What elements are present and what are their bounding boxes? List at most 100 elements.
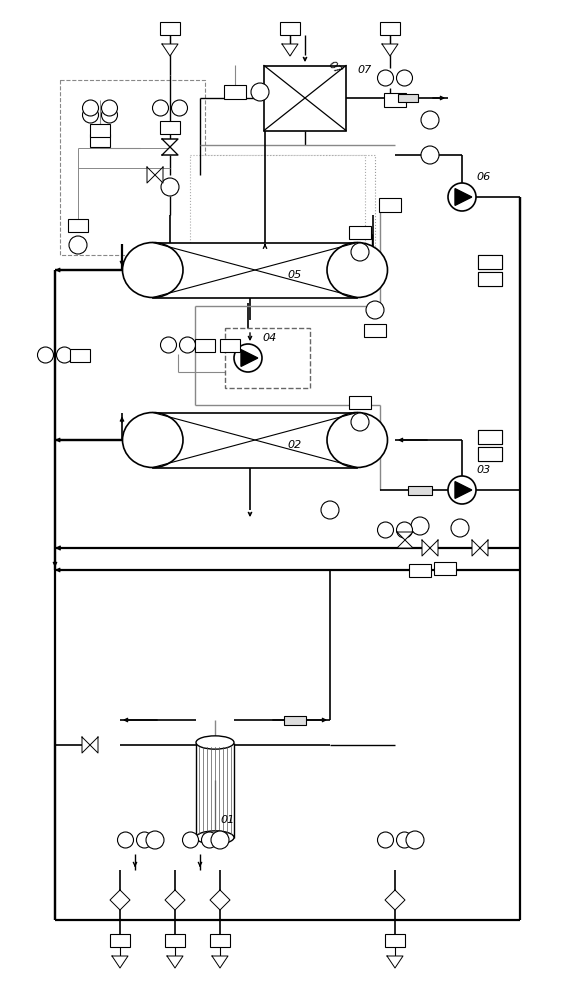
Bar xyxy=(478,271,502,286)
Circle shape xyxy=(137,832,153,848)
Bar xyxy=(379,198,401,212)
Circle shape xyxy=(161,178,179,196)
Bar xyxy=(478,446,502,460)
Bar xyxy=(195,338,215,352)
Bar xyxy=(68,219,88,232)
Ellipse shape xyxy=(122,242,183,298)
Polygon shape xyxy=(210,890,230,910)
Circle shape xyxy=(251,83,269,101)
Text: 01: 01 xyxy=(220,815,235,825)
Text: 02: 02 xyxy=(288,440,302,450)
Circle shape xyxy=(182,832,198,848)
Polygon shape xyxy=(480,540,488,556)
Bar xyxy=(160,21,180,34)
Polygon shape xyxy=(282,44,298,56)
Bar xyxy=(225,328,310,388)
Circle shape xyxy=(69,236,87,254)
Ellipse shape xyxy=(122,412,183,468)
Circle shape xyxy=(117,832,133,848)
Text: 07: 07 xyxy=(327,59,344,77)
Text: 06: 06 xyxy=(477,172,491,182)
Text: 04: 04 xyxy=(263,333,277,343)
Bar xyxy=(210,934,230,946)
Circle shape xyxy=(234,344,262,372)
Circle shape xyxy=(451,519,469,537)
Ellipse shape xyxy=(196,831,234,844)
Bar xyxy=(284,716,306,724)
Bar xyxy=(398,94,418,102)
Bar xyxy=(478,254,502,268)
Bar xyxy=(220,338,240,352)
Polygon shape xyxy=(90,737,98,753)
Circle shape xyxy=(101,107,117,123)
Polygon shape xyxy=(241,350,258,366)
Bar xyxy=(408,486,432,494)
Bar xyxy=(349,395,371,408)
Circle shape xyxy=(396,522,412,538)
Bar xyxy=(478,271,502,286)
Polygon shape xyxy=(430,540,438,556)
Bar xyxy=(190,155,365,255)
Polygon shape xyxy=(112,956,128,968)
Circle shape xyxy=(82,100,98,116)
Bar xyxy=(160,120,180,133)
Bar xyxy=(478,430,502,444)
Polygon shape xyxy=(155,167,163,183)
Bar xyxy=(349,226,371,238)
Bar xyxy=(90,123,110,136)
Circle shape xyxy=(172,100,188,116)
Polygon shape xyxy=(455,482,472,498)
Polygon shape xyxy=(162,44,178,56)
Polygon shape xyxy=(167,956,183,968)
Circle shape xyxy=(421,146,439,164)
Circle shape xyxy=(378,832,394,848)
Circle shape xyxy=(180,337,196,353)
Polygon shape xyxy=(397,540,413,548)
Circle shape xyxy=(411,517,429,535)
Bar xyxy=(70,349,90,361)
Bar xyxy=(478,446,502,460)
Text: 07: 07 xyxy=(358,65,372,75)
Bar xyxy=(110,934,130,946)
Polygon shape xyxy=(382,44,398,56)
Text: 03: 03 xyxy=(477,465,491,475)
Bar xyxy=(60,80,205,255)
Polygon shape xyxy=(212,956,228,968)
Circle shape xyxy=(351,413,369,431)
Circle shape xyxy=(378,522,394,538)
Bar xyxy=(165,934,185,946)
Circle shape xyxy=(146,831,164,849)
Circle shape xyxy=(38,347,54,363)
Bar xyxy=(434,562,456,574)
Bar xyxy=(364,324,386,336)
Ellipse shape xyxy=(196,736,234,749)
Circle shape xyxy=(351,243,369,261)
Polygon shape xyxy=(397,532,413,540)
Bar xyxy=(264,66,346,130)
Polygon shape xyxy=(82,737,90,753)
Polygon shape xyxy=(455,189,472,205)
Bar xyxy=(384,93,406,107)
Polygon shape xyxy=(472,540,480,556)
Bar xyxy=(224,85,246,99)
Circle shape xyxy=(378,70,394,86)
Bar xyxy=(478,254,502,268)
Circle shape xyxy=(101,100,117,116)
Ellipse shape xyxy=(327,242,387,298)
Polygon shape xyxy=(147,167,155,183)
Circle shape xyxy=(57,347,73,363)
Circle shape xyxy=(448,476,476,504)
Polygon shape xyxy=(422,540,430,556)
Text: 05: 05 xyxy=(288,270,302,280)
Bar xyxy=(153,242,358,298)
Polygon shape xyxy=(162,139,178,147)
Circle shape xyxy=(82,107,98,123)
Polygon shape xyxy=(110,890,130,910)
Ellipse shape xyxy=(327,412,387,468)
Polygon shape xyxy=(162,147,178,155)
Polygon shape xyxy=(162,147,178,155)
Polygon shape xyxy=(165,890,185,910)
Circle shape xyxy=(161,337,177,353)
Circle shape xyxy=(153,100,169,116)
Circle shape xyxy=(396,832,412,848)
